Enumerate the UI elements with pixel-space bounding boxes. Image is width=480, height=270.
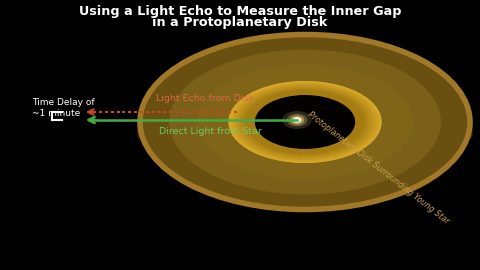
Ellipse shape — [248, 92, 362, 152]
Ellipse shape — [221, 77, 389, 167]
Ellipse shape — [138, 115, 472, 146]
Ellipse shape — [295, 119, 300, 122]
Ellipse shape — [255, 96, 355, 148]
Ellipse shape — [138, 117, 472, 148]
Text: Using a Light Echo to Measure the Inner Gap: Using a Light Echo to Measure the Inner … — [79, 5, 401, 18]
Ellipse shape — [237, 86, 373, 158]
Ellipse shape — [225, 79, 385, 165]
Ellipse shape — [290, 116, 304, 124]
Ellipse shape — [205, 69, 405, 175]
Ellipse shape — [156, 43, 455, 201]
Ellipse shape — [179, 55, 432, 189]
Ellipse shape — [144, 36, 466, 207]
Ellipse shape — [240, 87, 370, 156]
Ellipse shape — [140, 35, 470, 210]
Ellipse shape — [213, 73, 397, 171]
Ellipse shape — [202, 67, 408, 177]
Ellipse shape — [239, 87, 372, 157]
Ellipse shape — [198, 65, 412, 179]
Ellipse shape — [138, 118, 472, 150]
Ellipse shape — [186, 59, 424, 185]
Ellipse shape — [138, 113, 472, 145]
Ellipse shape — [283, 112, 311, 129]
Ellipse shape — [292, 117, 301, 123]
Ellipse shape — [217, 75, 393, 169]
Ellipse shape — [138, 121, 472, 152]
Ellipse shape — [138, 112, 472, 144]
Ellipse shape — [194, 63, 416, 181]
Ellipse shape — [198, 65, 412, 179]
Ellipse shape — [209, 71, 401, 173]
Ellipse shape — [163, 47, 447, 197]
Ellipse shape — [294, 118, 300, 122]
Ellipse shape — [287, 114, 307, 126]
Ellipse shape — [228, 82, 382, 163]
Ellipse shape — [242, 89, 368, 155]
Text: in a Protoplanetary Disk: in a Protoplanetary Disk — [152, 16, 328, 29]
Ellipse shape — [170, 50, 440, 194]
Ellipse shape — [138, 111, 472, 143]
Ellipse shape — [236, 86, 374, 158]
Ellipse shape — [138, 119, 472, 151]
Text: Light Echo from Disk: Light Echo from Disk — [156, 94, 254, 103]
Ellipse shape — [167, 49, 443, 195]
Ellipse shape — [232, 83, 378, 160]
Ellipse shape — [190, 61, 420, 183]
Ellipse shape — [140, 35, 470, 210]
Ellipse shape — [138, 110, 472, 141]
Ellipse shape — [233, 84, 377, 160]
Ellipse shape — [229, 82, 381, 162]
Ellipse shape — [240, 88, 370, 156]
Ellipse shape — [175, 53, 435, 191]
Ellipse shape — [182, 57, 428, 187]
Ellipse shape — [244, 90, 366, 154]
Ellipse shape — [246, 91, 364, 153]
Ellipse shape — [159, 45, 451, 199]
Text: Protoplanetary Disk Surrounding Young Star: Protoplanetary Disk Surrounding Young St… — [306, 110, 450, 226]
Ellipse shape — [171, 51, 439, 193]
Text: Direct Light from Star: Direct Light from Star — [158, 127, 262, 136]
Ellipse shape — [231, 83, 379, 161]
Ellipse shape — [252, 94, 359, 150]
Ellipse shape — [138, 107, 472, 139]
Ellipse shape — [235, 85, 375, 159]
Ellipse shape — [138, 109, 472, 140]
Ellipse shape — [148, 39, 462, 205]
Ellipse shape — [244, 90, 366, 154]
Ellipse shape — [229, 82, 381, 162]
Ellipse shape — [255, 96, 355, 148]
Ellipse shape — [152, 40, 458, 203]
Text: Time Delay of
~1 minute: Time Delay of ~1 minute — [32, 98, 95, 118]
Ellipse shape — [138, 116, 472, 147]
